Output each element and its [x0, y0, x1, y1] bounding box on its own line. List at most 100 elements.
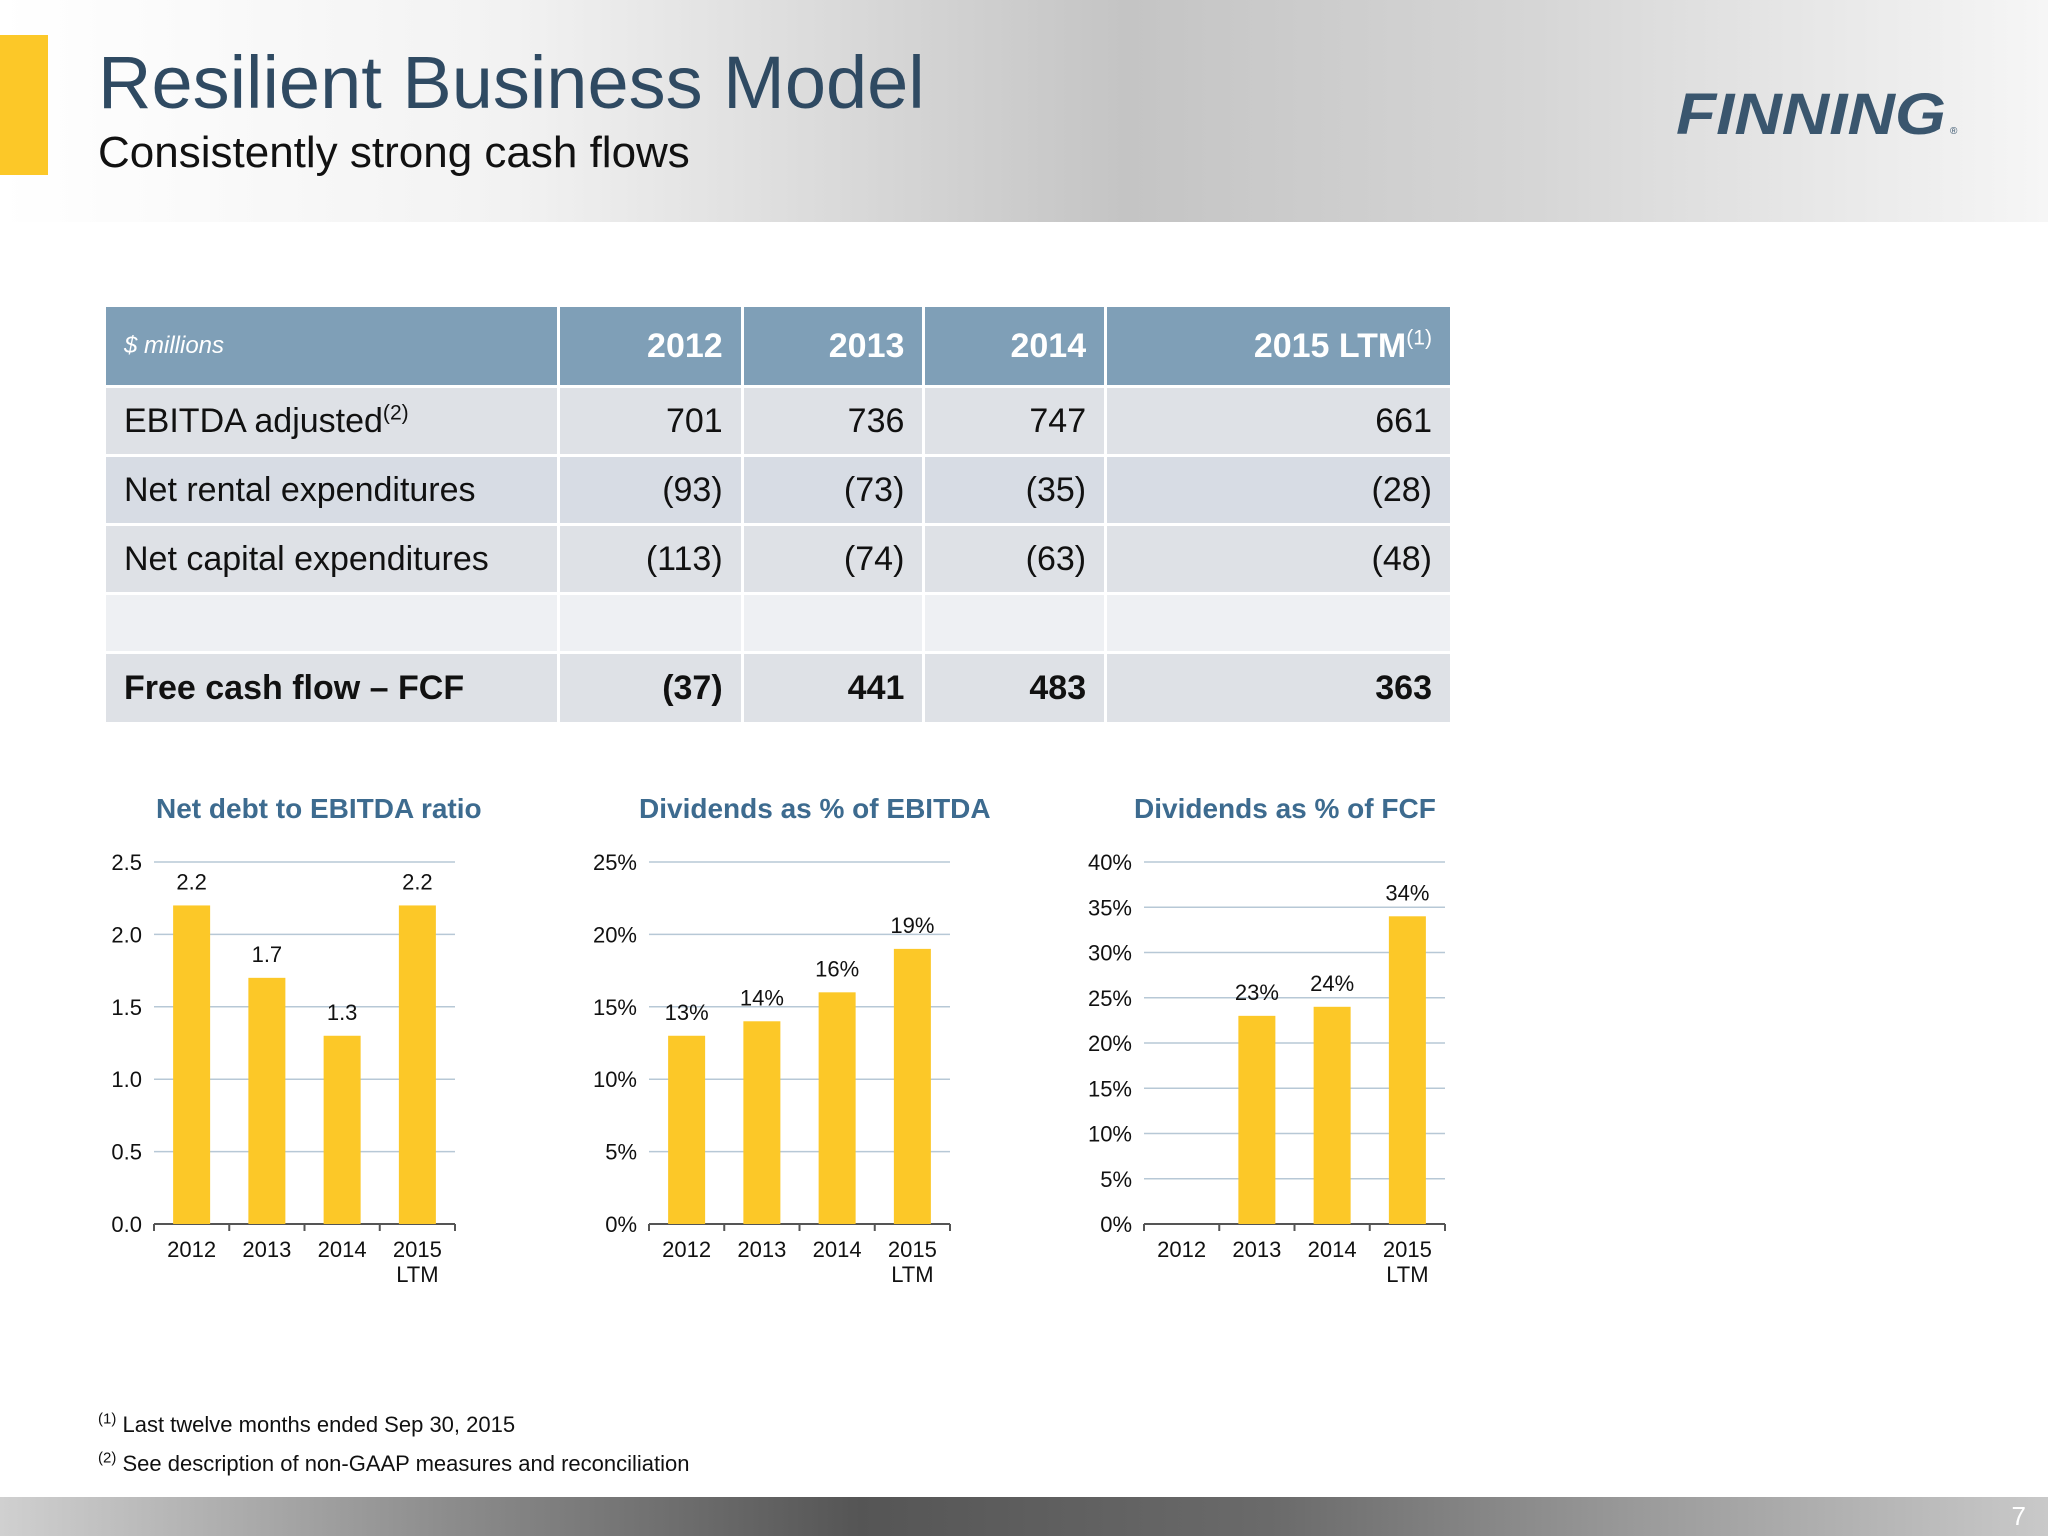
- data-label: 1.7: [252, 942, 283, 967]
- table-cell: (63): [925, 526, 1105, 592]
- x-tick-label: 2014: [318, 1237, 367, 1262]
- x-tick-label: LTM: [396, 1262, 438, 1287]
- x-tick-label: 2012: [167, 1237, 216, 1262]
- x-tick-label: 2015: [1383, 1237, 1432, 1262]
- row-label: Free cash flow – FCF: [106, 654, 557, 722]
- data-label: 2.2: [176, 869, 207, 894]
- x-tick-label: 2012: [1157, 1237, 1206, 1262]
- table-cell: 736: [743, 388, 923, 454]
- table-cell: 363: [1107, 654, 1450, 722]
- x-tick-label: 2014: [813, 1237, 862, 1262]
- column-header: 2012: [560, 307, 741, 385]
- table-cell: [106, 595, 557, 651]
- footnote-1: (1) Last twelve months ended Sep 30, 201…: [98, 1410, 516, 1437]
- y-tick-label: 15%: [1088, 1076, 1132, 1101]
- table-row: EBITDA adjusted(2) 701 736 747 661: [106, 388, 1450, 454]
- svg-text:®: ®: [1950, 126, 1958, 137]
- data-label: 23%: [1235, 980, 1279, 1005]
- table-cell: [925, 595, 1105, 651]
- table-cell: [1107, 595, 1450, 651]
- table-row: Net capital expenditures (113) (74) (63)…: [106, 526, 1450, 592]
- data-label: 1.3: [327, 1000, 358, 1025]
- table-cell: 701: [560, 388, 741, 454]
- y-tick-label: 15%: [593, 995, 637, 1020]
- bar: [668, 1035, 706, 1224]
- bar: [743, 1021, 781, 1224]
- table-cell: 441: [743, 654, 923, 722]
- footnote-marker: (2): [382, 401, 409, 425]
- y-tick-label: 25%: [593, 850, 637, 875]
- footnotes: (1) Last twelve months ended Sep 30, 201…: [98, 1405, 690, 1483]
- table-cell: (113): [560, 526, 741, 592]
- table-cell: (74): [743, 526, 923, 592]
- x-tick-label: 2013: [737, 1237, 786, 1262]
- slide-footer: 7: [0, 1497, 2048, 1536]
- table-cell: (28): [1107, 457, 1450, 523]
- x-tick-label: 2014: [1308, 1237, 1357, 1262]
- y-tick-label: 0%: [1100, 1212, 1132, 1237]
- x-tick-label: 2013: [1232, 1237, 1281, 1262]
- y-tick-label: 40%: [1088, 850, 1132, 875]
- data-label: 24%: [1310, 971, 1354, 996]
- bar: [893, 948, 931, 1224]
- x-tick-label: LTM: [891, 1262, 933, 1287]
- column-header: 2015 LTM(1): [1107, 307, 1450, 385]
- y-tick-label: 5%: [605, 1140, 637, 1165]
- table-row: Net rental expenditures (93) (73) (35) (…: [106, 457, 1450, 523]
- table-cell: (48): [1107, 526, 1450, 592]
- y-tick-label: 20%: [1088, 1031, 1132, 1056]
- x-tick-label: 2013: [242, 1237, 291, 1262]
- column-header: 2014: [925, 307, 1105, 385]
- slide-subtitle: Consistently strong cash flows: [98, 128, 690, 177]
- table-row-total: Free cash flow – FCF (37) 441 483 363: [106, 654, 1450, 722]
- data-label: 34%: [1385, 880, 1429, 905]
- dividends-ebitda-chart: 0% 5% 10% 15% 20% 25% 13% 2012 14% 2013 16% 2014 19%…: [593, 850, 951, 1287]
- y-tick-label: 25%: [1088, 986, 1132, 1011]
- data-label: 14%: [740, 985, 784, 1010]
- table-cell: 483: [925, 654, 1105, 722]
- y-tick-label: 10%: [1088, 1122, 1132, 1147]
- table-cell: [743, 595, 923, 651]
- y-tick-label: 20%: [593, 922, 637, 947]
- table-header-row: $ millions 2012 2013 2014 2015 LTM(1): [106, 307, 1450, 385]
- x-tick-label: 2012: [662, 1237, 711, 1262]
- bar: [1388, 916, 1426, 1224]
- y-tick-label: 1.0: [111, 1067, 142, 1092]
- svg-text:FINNING: FINNING: [1676, 84, 1946, 140]
- table-cell: (93): [560, 457, 741, 523]
- x-tick-label: LTM: [1386, 1262, 1428, 1287]
- cash-flow-table: $ millions 2012 2013 2014 2015 LTM(1) EB…: [103, 304, 1453, 725]
- bar: [173, 905, 211, 1224]
- slide-title: Resilient Business Model: [98, 41, 925, 124]
- bar: [818, 992, 856, 1224]
- accent-bar: [0, 35, 48, 175]
- y-tick-label: 30%: [1088, 941, 1132, 966]
- y-tick-label: 2.5: [111, 850, 142, 875]
- y-tick-label: 0.5: [111, 1140, 142, 1165]
- bar: [398, 905, 436, 1224]
- data-label: 2.2: [402, 869, 433, 894]
- row-label: EBITDA adjusted(2): [106, 388, 557, 454]
- table-spacer-row: [106, 595, 1450, 651]
- bar: [1238, 1015, 1276, 1224]
- table-cell: [560, 595, 741, 651]
- y-tick-label: 0%: [605, 1212, 637, 1237]
- dividends-fcf-chart: 0% 5% 10% 15% 20% 25% 30% 35% 40% 2012 23% 2013 24% 2…: [1088, 850, 1446, 1287]
- x-tick-label: 2015: [393, 1237, 442, 1262]
- y-tick-label: 10%: [593, 1067, 637, 1092]
- y-tick-label: 1.5: [111, 995, 142, 1020]
- table-cell: (73): [743, 457, 923, 523]
- data-label: 19%: [890, 913, 934, 938]
- y-tick-label: 35%: [1088, 895, 1132, 920]
- table-cell: 661: [1107, 388, 1450, 454]
- footnote-2: (2) See description of non-GAAP measures…: [98, 1449, 690, 1476]
- bar: [1313, 1006, 1351, 1224]
- column-header: 2013: [743, 307, 923, 385]
- data-label: 13%: [665, 1000, 709, 1025]
- slide-header: Resilient Business Model Consistently st…: [0, 0, 2048, 222]
- row-label: Net rental expenditures: [106, 457, 557, 523]
- y-tick-label: 2.0: [111, 922, 142, 947]
- data-label: 16%: [815, 956, 859, 981]
- row-label: Net capital expenditures: [106, 526, 557, 592]
- bar: [323, 1035, 361, 1224]
